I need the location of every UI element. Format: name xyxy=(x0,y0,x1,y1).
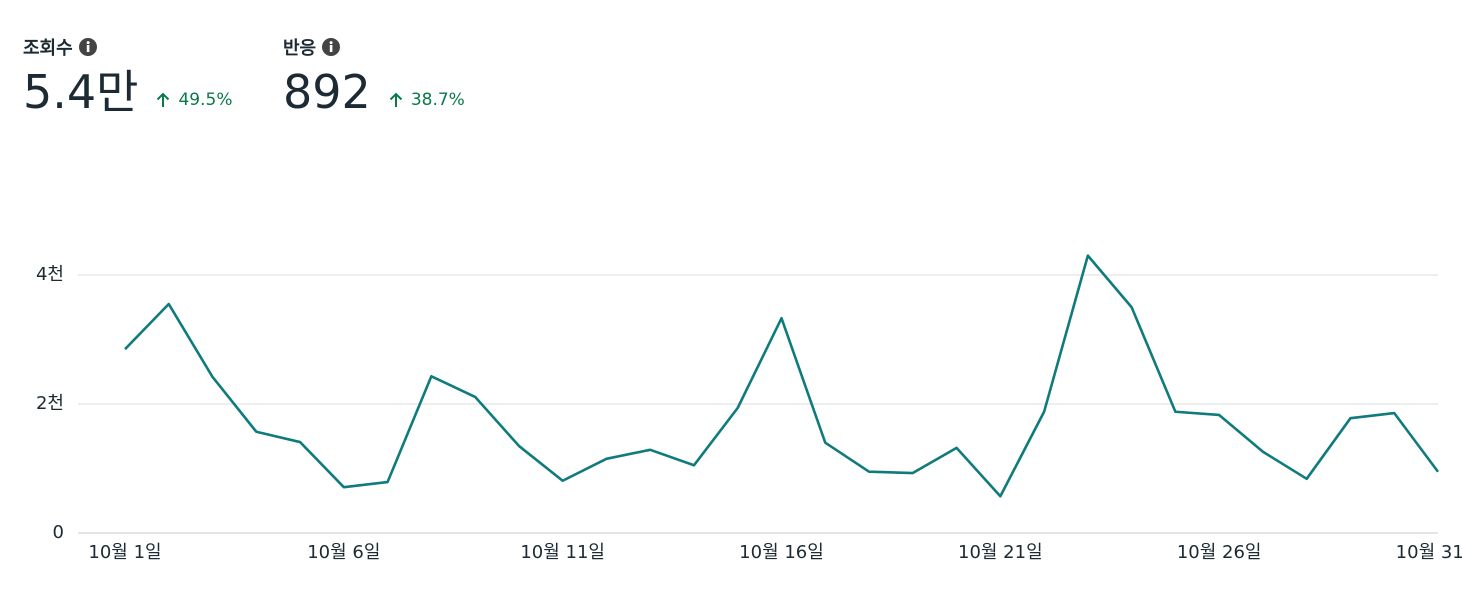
metric: 반응 892 38.7% xyxy=(283,34,465,118)
info-icon[interactable] xyxy=(78,38,97,56)
x-tick-label: 10월 21일 xyxy=(958,542,1043,563)
up-arrow xyxy=(389,92,403,107)
x-tick-label: 10월 1일 xyxy=(88,542,161,563)
line xyxy=(124,254,1440,498)
metric-change: 38.7% xyxy=(410,90,465,110)
x-tick-label: 10월 16일 xyxy=(739,542,824,563)
y-tick-label: 4천 xyxy=(36,264,64,285)
x-tick-label: 10월 31일 xyxy=(1396,542,1462,563)
x-tick-label: 10월 26일 xyxy=(1177,542,1262,563)
up-arrow xyxy=(157,92,170,107)
metric-value: 5.4만 xyxy=(23,65,139,119)
metric-value: 892 xyxy=(283,65,371,119)
x-tick-label: 10월 6일 xyxy=(307,542,380,563)
x-tick-label: 10월 11일 xyxy=(520,542,605,563)
y-tick-label: 0 xyxy=(53,522,64,543)
y-tick-label: 2천 xyxy=(36,393,64,414)
metric-change: 49.5% xyxy=(178,90,233,110)
metric-label: 조회수 xyxy=(23,38,73,59)
metric: 조회수 5.4만 49.5% xyxy=(23,34,233,118)
info-icon[interactable] xyxy=(322,38,341,56)
metric-label: 반응 xyxy=(283,38,317,59)
